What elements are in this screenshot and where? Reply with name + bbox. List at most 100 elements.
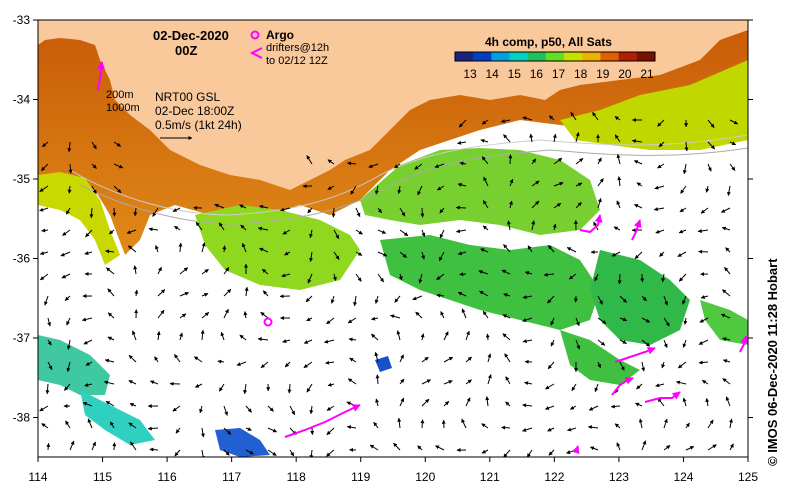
current-vector: [333, 251, 340, 260]
current-vector: [280, 207, 291, 212]
current-vector: [91, 185, 97, 194]
current-vector: [239, 334, 247, 341]
current-vector: [107, 288, 115, 297]
mid-temp-water: [360, 148, 600, 235]
cool-water: [380, 235, 600, 330]
current-vector: [654, 185, 665, 190]
current-vector: [443, 400, 450, 407]
cool-water: [590, 250, 690, 345]
current-vector: [641, 361, 646, 372]
current-vector: [619, 295, 627, 303]
current-vector: [663, 339, 668, 348]
current-vector: [482, 225, 489, 231]
current-vector: [571, 383, 577, 392]
current-vector: [641, 317, 651, 323]
current-vector: [479, 290, 489, 297]
current-vector: [107, 312, 115, 319]
current-vector: [501, 269, 511, 275]
lat-tick-label: -37: [13, 331, 31, 345]
lon-tick-label: 118: [287, 470, 306, 484]
current-vector: [324, 339, 335, 344]
current-vector: [112, 442, 117, 451]
current-vector: [663, 317, 670, 327]
current-vector: [347, 317, 357, 324]
current-vector: [45, 383, 50, 395]
current-vector: [570, 405, 577, 410]
current-vector: [458, 119, 467, 128]
current-vector: [399, 251, 407, 258]
current-vector: [412, 295, 423, 301]
current-vector: [505, 401, 511, 407]
current-vector: [87, 418, 93, 429]
current-vector: [575, 339, 581, 350]
current-vector: [374, 351, 379, 363]
current-vector: [306, 155, 313, 165]
current-vector: [545, 383, 555, 390]
map-date: 02-Dec-2020: [153, 28, 229, 43]
current-vector: [128, 422, 137, 429]
current-vector: [531, 180, 540, 187]
current-vector: [39, 207, 49, 212]
current-vector: [529, 133, 534, 143]
land-australia: [38, 20, 748, 190]
current-vector: [133, 265, 138, 275]
colorbar-segment: [509, 52, 529, 61]
mid-temp-water: [560, 60, 748, 150]
lat-tick-label: -36: [13, 252, 31, 266]
current-vector: [377, 229, 387, 234]
current-vector: [347, 161, 357, 166]
colorbar-segment: [582, 52, 601, 61]
current-vector: [461, 418, 467, 429]
current-vector: [129, 441, 137, 451]
current-vector: [594, 273, 599, 282]
current-vector: [289, 405, 296, 416]
plot-area: [38, 20, 748, 457]
current-vector: [617, 273, 622, 285]
current-vector: [508, 200, 513, 209]
current-vector: [81, 317, 93, 322]
current-vector: [241, 242, 247, 253]
current-vector: [223, 288, 232, 297]
drifter-legend-line1: drifters@12h: [266, 42, 329, 54]
current-vector: [47, 317, 52, 327]
current-vector: [729, 119, 739, 125]
current-vector: [223, 267, 230, 275]
current-vector: [436, 273, 445, 281]
current-vector: [575, 317, 580, 327]
current-vector: [634, 251, 643, 260]
current-vector: [531, 200, 540, 209]
current-vector: [481, 119, 489, 125]
current-vector: [636, 182, 643, 187]
current-vector: [240, 224, 247, 231]
current-vector: [482, 200, 489, 209]
current-vector: [415, 311, 423, 319]
drifter-tracks: [97, 61, 748, 455]
current-vector: [543, 272, 555, 277]
cold-water: [375, 356, 392, 372]
current-vector: [597, 198, 602, 209]
current-vector: [456, 229, 467, 234]
current-vector: [705, 398, 710, 407]
current-vector: [104, 358, 115, 363]
current-vector: [47, 361, 53, 370]
current-vector: [67, 141, 72, 153]
current-vector: [267, 449, 277, 456]
current-vector: [631, 139, 643, 144]
current-vector: [503, 244, 511, 253]
current-vector: [91, 441, 96, 451]
current-vector: [725, 247, 731, 253]
current-vector: [222, 245, 227, 253]
current-vector: [481, 156, 489, 165]
current-vector: [547, 361, 555, 370]
current-vector: [720, 313, 731, 319]
colorbar-segment: [564, 52, 583, 61]
current-vector: [306, 317, 313, 322]
current-vector: [172, 405, 181, 412]
current-vector: [65, 420, 71, 429]
cool-water: [560, 330, 640, 385]
current-vector: [287, 383, 292, 394]
current-vector: [103, 380, 115, 385]
current-vector: [552, 133, 557, 143]
current-vector: [309, 229, 313, 239]
current-vector: [568, 273, 577, 280]
